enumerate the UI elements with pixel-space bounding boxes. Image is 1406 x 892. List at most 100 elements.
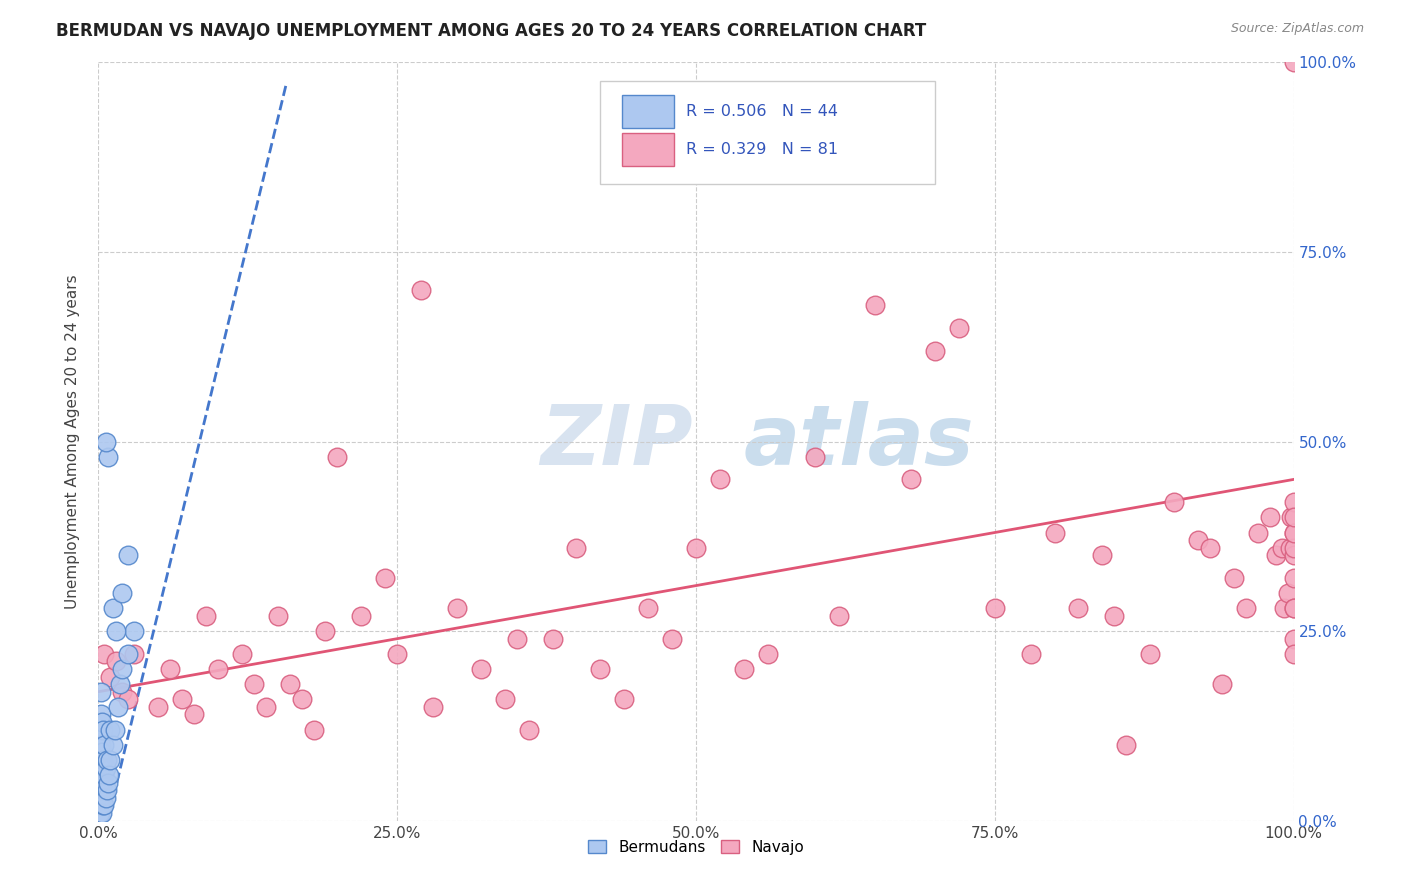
Point xyxy=(91,798,114,813)
Point xyxy=(350,608,373,623)
Point xyxy=(94,791,117,805)
Point xyxy=(96,753,118,767)
Point xyxy=(517,723,540,737)
Point xyxy=(1282,601,1305,615)
Point xyxy=(148,699,170,714)
Point xyxy=(1282,525,1305,540)
Point xyxy=(1282,571,1305,585)
Point xyxy=(93,647,115,661)
Point xyxy=(1247,525,1270,540)
Point xyxy=(1282,541,1305,555)
Point xyxy=(278,677,301,691)
Point xyxy=(1067,601,1090,615)
Point xyxy=(195,608,218,623)
Point xyxy=(374,571,396,585)
Point xyxy=(1199,541,1222,555)
Point xyxy=(948,320,970,334)
Point xyxy=(89,753,111,767)
Point xyxy=(1282,601,1305,615)
Text: R = 0.506   N = 44: R = 0.506 N = 44 xyxy=(686,104,838,120)
Point xyxy=(589,662,612,676)
Point xyxy=(291,692,314,706)
Point xyxy=(91,806,114,821)
Point xyxy=(183,707,205,722)
Point xyxy=(900,473,922,487)
Point xyxy=(107,699,129,714)
Point xyxy=(231,647,253,661)
Point xyxy=(90,707,112,722)
Point xyxy=(90,760,112,774)
Y-axis label: Unemployment Among Ages 20 to 24 years: Unemployment Among Ages 20 to 24 years xyxy=(65,274,80,609)
Point xyxy=(117,647,139,661)
Point xyxy=(804,450,827,464)
Point xyxy=(1211,677,1233,691)
Text: atlas: atlas xyxy=(744,401,974,482)
Point xyxy=(243,677,266,691)
Point xyxy=(1163,495,1185,509)
Point xyxy=(1187,533,1209,548)
Point xyxy=(1139,647,1161,661)
Point xyxy=(1282,548,1305,563)
Text: R = 0.329   N = 81: R = 0.329 N = 81 xyxy=(686,142,838,157)
Point xyxy=(446,601,468,615)
Point xyxy=(828,608,851,623)
Point xyxy=(385,647,409,661)
Point xyxy=(267,608,290,623)
Point xyxy=(865,298,887,312)
Point xyxy=(159,662,181,676)
Point xyxy=(90,738,112,752)
Point xyxy=(98,768,121,782)
Point xyxy=(89,776,111,790)
Point xyxy=(98,669,122,683)
Point xyxy=(315,624,337,639)
Point xyxy=(1272,601,1295,615)
Point xyxy=(1223,571,1246,585)
Point xyxy=(1282,647,1305,661)
Point xyxy=(1278,541,1301,555)
Point xyxy=(89,791,111,805)
Point xyxy=(254,699,277,714)
FancyBboxPatch shape xyxy=(621,95,675,128)
Point xyxy=(96,783,118,797)
Point xyxy=(411,283,433,297)
Point xyxy=(91,715,114,730)
Point xyxy=(91,723,114,737)
Text: ZIP: ZIP xyxy=(541,401,693,482)
Point xyxy=(1277,586,1299,600)
Point xyxy=(924,343,946,358)
Point xyxy=(124,647,146,661)
Point xyxy=(506,632,529,646)
Point xyxy=(101,601,124,615)
Point xyxy=(1271,541,1294,555)
Point xyxy=(97,450,120,464)
Point xyxy=(1282,495,1305,509)
Point xyxy=(105,655,128,669)
Point xyxy=(613,692,636,706)
Point xyxy=(91,768,114,782)
Point xyxy=(91,776,114,790)
Point xyxy=(637,601,659,615)
Point xyxy=(1279,510,1302,524)
Point xyxy=(98,753,122,767)
Point xyxy=(108,677,131,691)
Point xyxy=(1282,510,1305,524)
Point xyxy=(111,586,134,600)
FancyBboxPatch shape xyxy=(600,81,935,184)
Point xyxy=(756,647,779,661)
Point xyxy=(105,624,128,639)
Point xyxy=(1258,510,1281,524)
Text: BERMUDAN VS NAVAJO UNEMPLOYMENT AMONG AGES 20 TO 24 YEARS CORRELATION CHART: BERMUDAN VS NAVAJO UNEMPLOYMENT AMONG AG… xyxy=(56,22,927,40)
Point xyxy=(685,541,707,555)
Point xyxy=(89,806,111,821)
Point xyxy=(1043,525,1066,540)
Point xyxy=(422,699,444,714)
Point xyxy=(93,798,115,813)
Point xyxy=(89,723,111,737)
Point xyxy=(326,450,349,464)
Point xyxy=(1282,55,1305,70)
Point xyxy=(1264,548,1286,563)
Point xyxy=(90,685,112,699)
Point xyxy=(1115,738,1137,752)
FancyBboxPatch shape xyxy=(621,133,675,166)
Point xyxy=(494,692,516,706)
